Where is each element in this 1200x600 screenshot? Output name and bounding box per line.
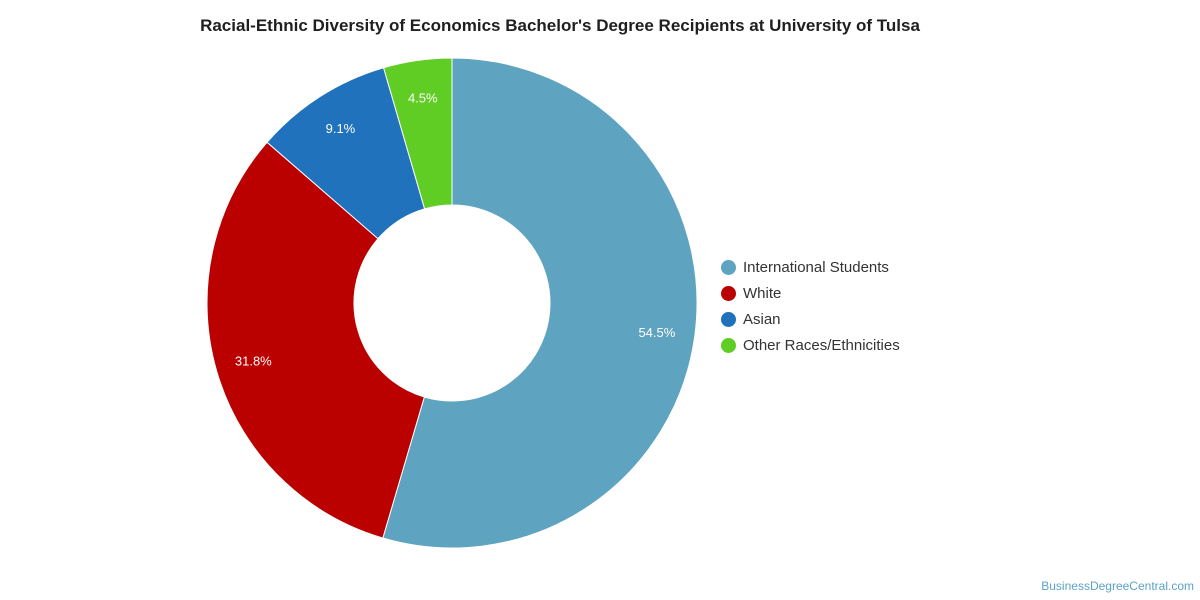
legend-item-other-races-ethnicities[interactable]: Other Races/Ethnicities: [721, 332, 900, 358]
legend-swatch: [721, 259, 736, 275]
slice-other-races-ethnicities[interactable]: [382, 57, 453, 210]
legend-label: White: [743, 284, 782, 302]
legend-swatch: [721, 311, 736, 327]
data-label-asian: 9.1%: [326, 121, 356, 136]
chart-title: Racial-Ethnic Diversity of Economics Bac…: [200, 16, 920, 35]
legend-label: Other Races/Ethnicities: [743, 336, 900, 354]
data-label-international-students: 54.5%: [638, 325, 675, 340]
source-watermark[interactable]: BusinessDegreeCentral.com: [1041, 579, 1194, 593]
legend-label: Asian: [743, 310, 781, 328]
chart-legend: International Students White Asian Other…: [721, 254, 900, 358]
legend-item-white[interactable]: White: [721, 280, 900, 306]
slice-white[interactable]: [206, 141, 425, 539]
data-label-other-races-ethnicities: 4.5%: [408, 91, 438, 106]
legend-swatch: [721, 337, 736, 353]
legend-item-asian[interactable]: Asian: [721, 306, 900, 332]
data-label-white: 31.8%: [235, 354, 272, 369]
legend-label: International Students: [743, 258, 889, 276]
legend-item-international-students[interactable]: International Students: [721, 254, 900, 280]
slice-international-students[interactable]: [382, 57, 698, 549]
legend-swatch: [721, 285, 736, 301]
